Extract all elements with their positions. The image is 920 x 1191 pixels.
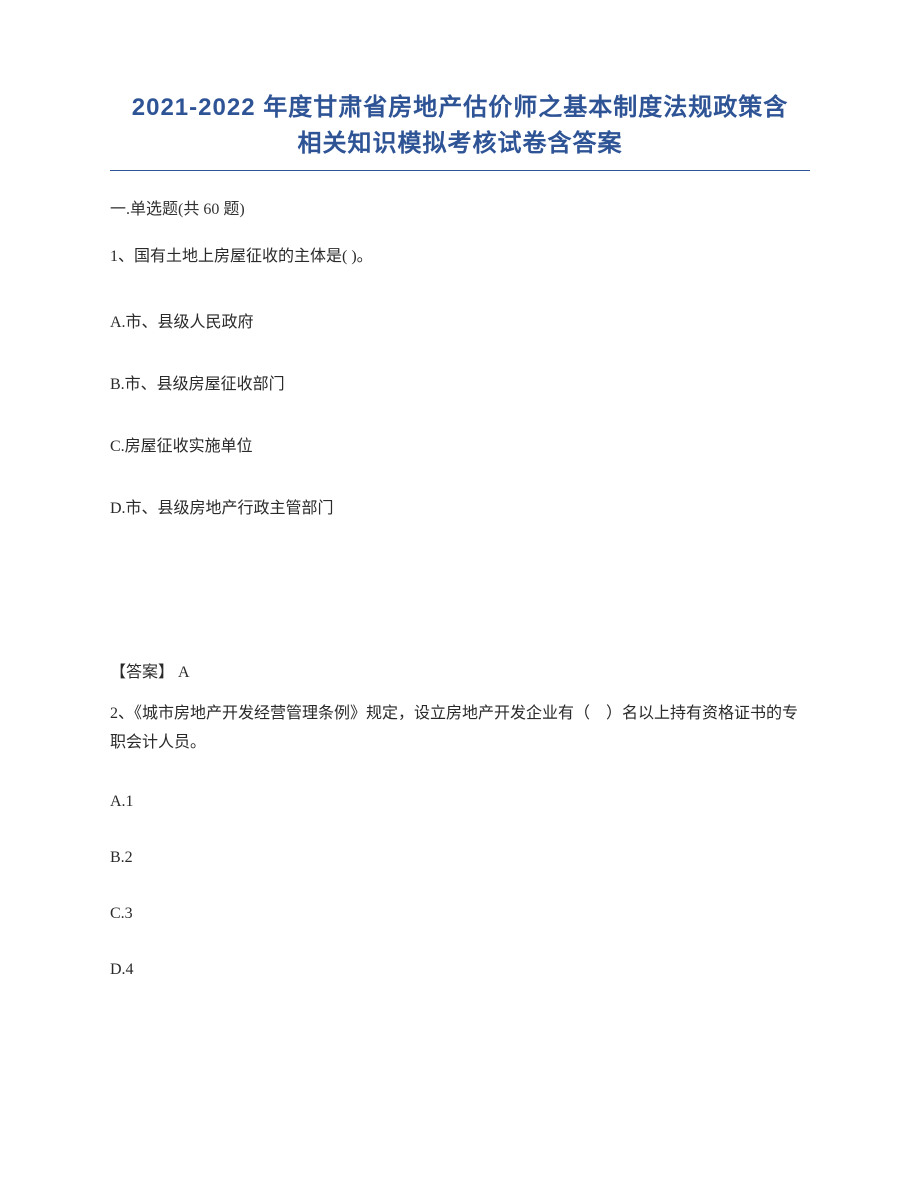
answer-label: 【答案】	[110, 664, 174, 681]
document-title-block: 2021-2022 年度甘肃省房地产估价师之基本制度法规政策含 相关知识模拟考核…	[110, 90, 810, 162]
question-2-stem: 2、《城市房地产开发经营管理条例》规定，设立房地产开发企业有（ ）名以上持有资格…	[110, 700, 810, 758]
section-label: .单选题(共 60 题)	[126, 201, 245, 218]
question-2-option-b: B.2	[110, 849, 810, 867]
section-prefix: 一	[110, 201, 126, 218]
question-2-option-c: C.3	[110, 905, 810, 923]
question-1-option-b: B.市、县级房屋征收部门	[110, 370, 810, 394]
question-1-stem: 1、国有土地上房屋征收的主体是( )。	[110, 245, 810, 270]
question-1-option-c: C.房屋征收实施单位	[110, 432, 810, 456]
question-2-option-d: D.4	[110, 961, 810, 979]
question-1-answer: 【答案】 A	[110, 658, 810, 682]
title-line-2: 相关知识模拟考核试卷含答案	[110, 126, 810, 162]
section-header: 一.单选题(共 60 题)	[110, 195, 810, 219]
question-2-option-a: A.1	[110, 793, 810, 811]
title-underline	[110, 170, 810, 171]
answer-value: A	[174, 664, 190, 681]
question-1-option-d: D.市、县级房地产行政主管部门	[110, 494, 810, 518]
question-1-option-a: A.市、县级人民政府	[110, 308, 810, 332]
title-line-1: 2021-2022 年度甘肃省房地产估价师之基本制度法规政策含	[110, 90, 810, 126]
